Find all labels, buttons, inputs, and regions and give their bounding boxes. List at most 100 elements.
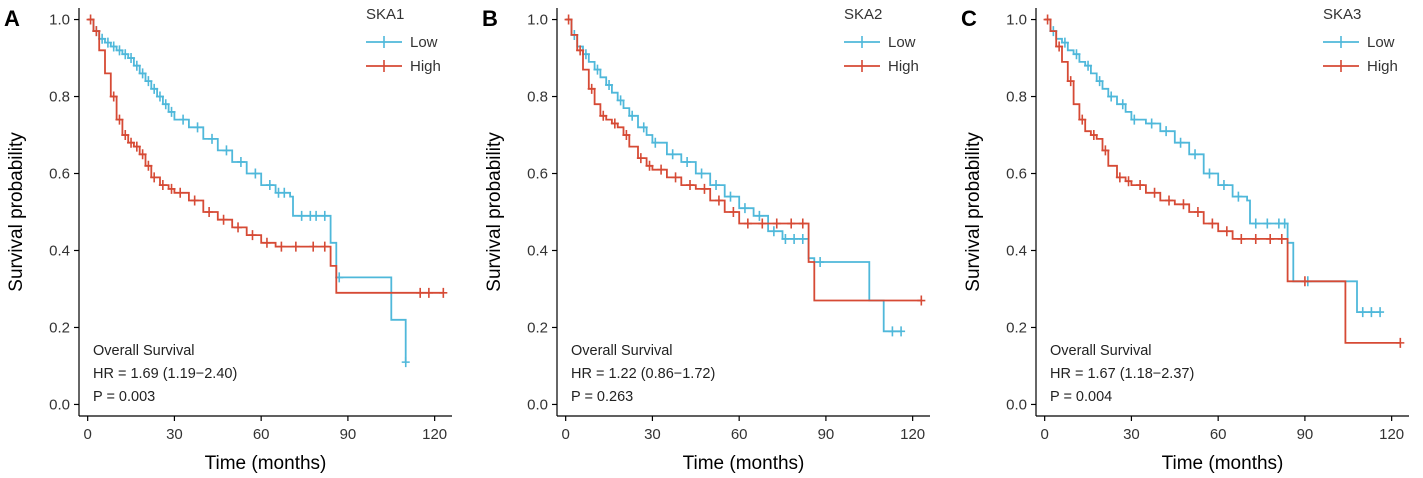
y-tick-label: 0.8 [1006,89,1027,106]
censor-mark-low [755,210,764,221]
censor-mark-high [671,172,680,183]
censor-mark-high [144,160,153,171]
censor-mark-high [700,183,709,194]
censor-mark-low [1376,307,1385,318]
censor-mark-low [1191,149,1200,160]
censor-mark-low [1367,307,1376,318]
censor-mark-high [92,26,101,37]
censor-mark-low [222,145,231,156]
y-axis-title: Survival probability [963,132,984,292]
censor-mark-high [1136,180,1145,191]
censor-mark-high [1277,233,1286,244]
censor-mark-low [297,210,306,221]
censor-mark-high [1078,114,1087,125]
y-tick-label: 0.4 [49,242,70,259]
censor-mark-high [1089,130,1098,141]
y-tick-label: 0.6 [1006,166,1027,183]
legend-title: SKA2 [844,6,882,23]
censor-mark-low [1130,114,1139,125]
y-axis-title: Survival probability [6,132,27,292]
censor-mark-low [193,122,202,133]
hazard-ratio-text: HR = 1.67 (1.18−2.37) [1050,366,1194,382]
x-tick-label: 30 [1123,426,1140,443]
censor-mark-low [1176,137,1185,148]
legend-label-high: High [410,58,441,75]
x-tick-label: 30 [644,426,661,443]
censor-mark-low [726,191,735,202]
censor-mark-low [1072,49,1081,60]
censor-mark-low [628,110,637,121]
censor-mark-low [1118,99,1127,110]
y-tick-label: 0.0 [527,396,548,413]
survival-curve-low [87,18,407,363]
censor-mark-high [599,110,608,121]
annotation-title: Overall Survival [1050,343,1152,359]
censor-mark-low [1084,60,1093,71]
censor-mark-high [798,218,807,229]
survival-curve-low [1044,18,1381,313]
censor-mark-high [1055,41,1064,52]
censor-mark-low [150,83,159,94]
y-tick-label: 0.4 [527,242,548,259]
censor-mark-low [127,53,136,64]
legend-label-low: Low [888,34,916,51]
censor-mark-low [155,91,164,102]
censor-mark-low [1280,218,1289,229]
censor-mark-high [150,172,159,183]
censor-mark-high [1300,276,1309,287]
x-axis-title: Time (months) [1162,453,1284,474]
censor-mark-high [1251,233,1260,244]
censor-mark-high [176,187,185,198]
censor-mark-high [564,14,573,25]
censor-mark-low [816,257,825,268]
censor-mark-high [1193,207,1202,217]
censor-mark-high [1066,76,1075,87]
legend-label-high: High [1367,58,1398,75]
y-tick-label: 0.4 [1006,242,1027,259]
y-tick-label: 1.0 [1006,12,1027,29]
x-tick-label: 0 [562,426,570,443]
censor-mark-high [205,207,214,217]
p-value-text: P = 0.003 [93,389,155,405]
panel-label: B [482,6,498,31]
p-value-text: P = 0.004 [1050,389,1112,405]
censor-mark-high [132,141,141,152]
censor-mark-low [167,106,176,117]
censor-mark-low [1162,126,1171,137]
panel-label: A [4,6,20,31]
censor-mark-high [743,218,752,229]
x-tick-label: 90 [818,426,835,443]
censor-mark-low [697,168,706,179]
censor-mark-low [798,233,807,244]
censor-mark-high [416,287,425,298]
censor-mark-low [593,64,602,75]
censor-mark-high [686,180,695,191]
survival-curve-high [565,18,922,302]
censor-mark-high [127,137,136,148]
y-tick-label: 0.8 [527,89,548,106]
censor-mark-high [1208,218,1217,229]
censor-mark-low [781,233,790,244]
hazard-ratio-text: HR = 1.22 (0.86−1.72) [571,366,715,382]
censor-mark-high [86,14,95,25]
censor-mark-high [610,118,619,129]
censor-mark-low [740,203,749,214]
y-tick-label: 1.0 [49,12,70,29]
censor-mark-high [1266,233,1275,244]
censor-mark-high [115,114,124,125]
x-tick-label: 60 [1210,426,1227,443]
y-tick-label: 0.6 [527,166,548,183]
legend-label-low: Low [1367,34,1395,51]
censor-mark-high [1222,226,1231,237]
x-tick-label: 90 [1297,426,1314,443]
censor-mark-low [265,180,274,191]
censor-mark-high [622,130,631,141]
censor-mark-low [251,168,260,179]
censor-mark-high [167,183,176,194]
y-tick-label: 0.0 [1006,396,1027,413]
censor-mark-low [1107,91,1116,102]
censor-mark-low [888,326,897,337]
censor-mark-low [605,79,614,90]
censor-mark-low [138,68,147,79]
